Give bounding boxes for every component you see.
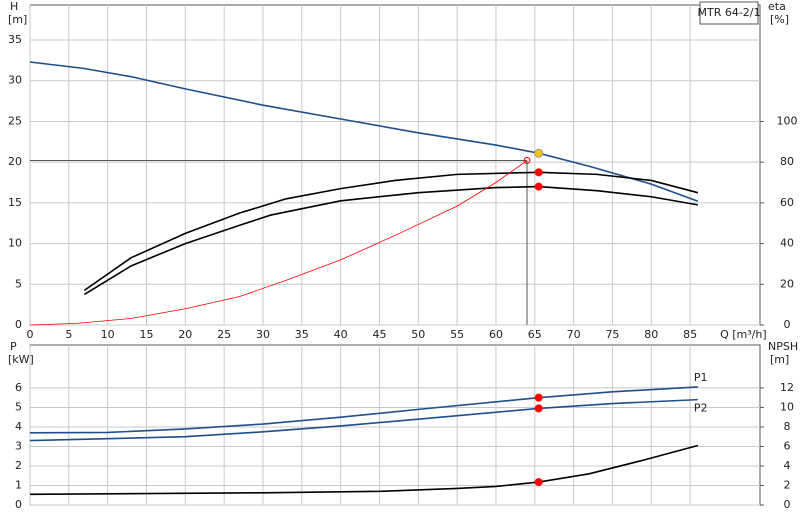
y-tick-label: 5 — [15, 277, 22, 290]
x-tick-label: 40 — [334, 328, 348, 341]
y-tick-label: 25 — [8, 114, 22, 127]
y-axis-unit: [kW] — [8, 353, 34, 366]
x-tick-label: 20 — [178, 328, 192, 341]
operating-point — [534, 168, 543, 177]
x-tick-label: 30 — [256, 328, 270, 341]
y-tick-label: 6 — [15, 381, 22, 394]
curve — [83, 171, 699, 292]
plot-area — [29, 344, 761, 506]
x-tick-label: 85 — [683, 328, 697, 341]
x-tick-label: 75 — [605, 328, 619, 341]
x-tick-label: 55 — [450, 328, 464, 341]
y-tick-label: 0 — [15, 318, 22, 331]
y2-tick-label: 6 — [784, 439, 791, 452]
curve — [29, 160, 528, 326]
legend-box — [699, 1, 759, 25]
x-tick-label: 35 — [295, 328, 309, 341]
y-tick-label: 4 — [15, 420, 22, 433]
y2-tick-label: 80 — [780, 155, 794, 168]
y2-tick-label: 20 — [780, 277, 794, 290]
y2-tick-label: 10 — [780, 400, 794, 413]
operating-point — [534, 404, 543, 413]
x-tick-label: 5 — [65, 328, 72, 341]
operating-point — [534, 393, 543, 402]
x-tick-label: 0 — [27, 328, 34, 341]
x-tick-label: 15 — [139, 328, 153, 341]
x-tick-label: 25 — [217, 328, 231, 341]
y-tick-label: 1 — [15, 478, 22, 491]
x-tick-label: 60 — [489, 328, 503, 341]
x-tick-label: 45 — [372, 328, 386, 341]
operating-point — [534, 182, 543, 191]
y2-tick-label: 2 — [784, 478, 791, 491]
series-label: P2 — [694, 402, 708, 415]
y-tick-label: 15 — [8, 196, 22, 209]
y2-tick-label: 0 — [784, 318, 791, 331]
y-tick-label: 3 — [15, 439, 22, 452]
y-tick-label: 20 — [8, 155, 22, 168]
y-tick-label: 2 — [15, 459, 22, 472]
y-tick-label: 10 — [8, 237, 22, 250]
y2-tick-label: 12 — [780, 381, 794, 394]
y-axis-label: H — [10, 0, 18, 13]
y-axis-label: P — [10, 340, 17, 353]
y-tick-label: 5 — [15, 400, 22, 413]
plot-area — [29, 4, 761, 326]
reference-point — [523, 157, 531, 165]
curve — [29, 398, 698, 442]
x-axis-label: Q [m³/h] — [720, 328, 767, 341]
x-tick-label: 50 — [411, 328, 425, 341]
legend-title: MTR 64-2/1 — [697, 6, 760, 19]
y2-axis-unit: [%] — [770, 13, 789, 26]
operating-point — [534, 478, 543, 487]
y2-tick-label: 4 — [784, 459, 791, 472]
x-tick-label: 70 — [567, 328, 581, 341]
y2-axis-label: eta — [768, 0, 786, 13]
x-tick-label: 65 — [528, 328, 542, 341]
curve — [29, 386, 698, 434]
y2-axis-unit: [m] — [770, 353, 789, 366]
y2-tick-label: 60 — [780, 196, 794, 209]
y2-tick-label: 100 — [777, 114, 798, 127]
y2-tick-label: 8 — [784, 420, 791, 433]
curve — [29, 444, 699, 496]
y2-tick-label: 40 — [780, 237, 794, 250]
x-tick-label: 10 — [101, 328, 115, 341]
curve — [29, 61, 699, 202]
y-tick-label: 30 — [8, 74, 22, 87]
curve — [83, 185, 699, 296]
operating-point — [534, 148, 544, 158]
y-tick-label: 35 — [8, 33, 22, 46]
y2-axis-label: NPSH — [768, 340, 798, 353]
y2-tick-label: 0 — [784, 498, 791, 511]
series-label: P1 — [694, 371, 708, 384]
x-tick-label: 80 — [644, 328, 658, 341]
y-tick-label: 0 — [15, 498, 22, 511]
y-axis-unit: [m] — [8, 13, 27, 26]
